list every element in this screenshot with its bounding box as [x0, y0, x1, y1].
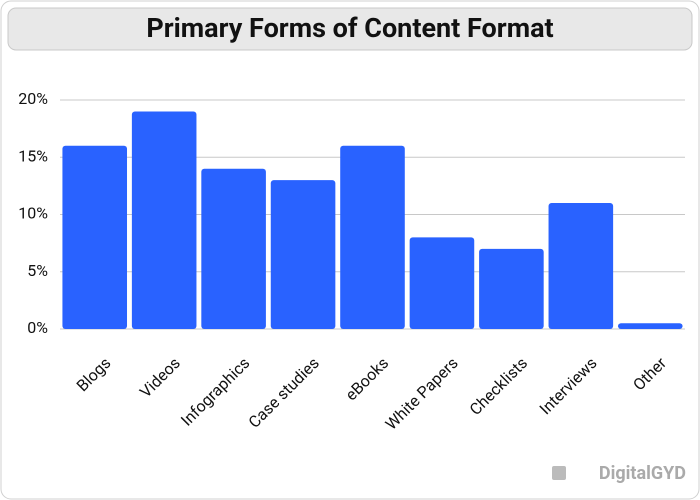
y-tick-label: 15%	[18, 146, 48, 165]
bar	[617, 323, 683, 329]
bar	[548, 203, 614, 329]
bar	[62, 145, 128, 329]
bar	[270, 180, 336, 329]
bar	[479, 248, 544, 329]
title-box	[7, 7, 693, 51]
y-tick-label: 10%	[18, 204, 48, 223]
watermark: DigitalGYD	[599, 463, 686, 484]
bar	[201, 168, 266, 329]
logo-icon	[552, 466, 566, 480]
bar	[131, 111, 197, 329]
y-tick-label: 20%	[18, 89, 48, 108]
y-tick-label: 0%	[27, 318, 48, 337]
bar	[340, 145, 405, 329]
y-tick-label: 5%	[27, 261, 48, 280]
bar	[409, 237, 475, 329]
chart-title: Primary Forms of Content Format	[146, 12, 553, 44]
